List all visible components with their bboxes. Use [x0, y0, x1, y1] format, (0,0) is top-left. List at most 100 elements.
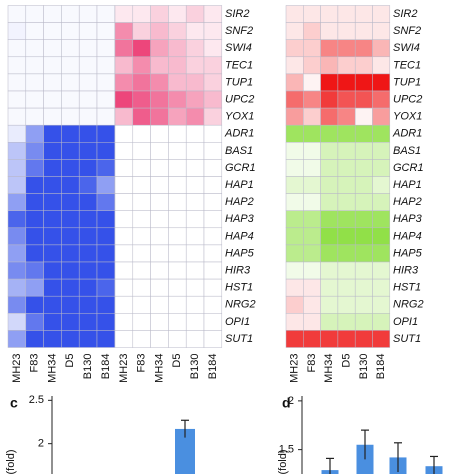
heatmap-cell — [285, 142, 304, 160]
heatmap-cell — [303, 56, 321, 75]
heatmap-cell — [43, 142, 62, 160]
heatmap-cell — [354, 39, 373, 58]
heatmap-cell — [320, 295, 339, 314]
heatmap-cell — [25, 295, 44, 314]
row-label: NRG2 — [393, 299, 424, 311]
heatmap-cell — [78, 39, 98, 58]
row-label: HAP4 — [225, 230, 254, 242]
row-label: SNF2 — [393, 25, 421, 37]
heatmap-cell — [114, 124, 134, 143]
heatmap-cell — [96, 56, 116, 75]
heatmap-cell — [25, 176, 44, 194]
heatmap-cell — [303, 261, 321, 280]
heatmap-cell — [150, 278, 169, 297]
heatmap-cell — [168, 176, 187, 194]
heatmap-cell — [372, 5, 391, 23]
panel-label: d — [282, 395, 291, 411]
heatmap-cell — [285, 107, 304, 126]
heatmap-cell — [96, 159, 116, 177]
y-tick-label: 2 — [288, 395, 294, 407]
heatmap-cell — [303, 159, 321, 177]
heatmap-cell — [303, 90, 321, 109]
heatmap-cell — [337, 56, 356, 75]
heatmap-cell — [185, 22, 205, 40]
heatmap-cell — [185, 90, 205, 109]
heatmap-cell — [203, 142, 223, 160]
heatmap-cell — [337, 159, 356, 177]
heatmap-cell — [168, 107, 187, 126]
heatmap-cell — [61, 142, 80, 160]
heatmap-cell — [203, 22, 223, 40]
heatmap-cell — [150, 210, 169, 229]
heatmap-cell — [337, 124, 356, 143]
heatmap-cell — [61, 193, 80, 211]
row-label: SWI4 — [225, 42, 252, 54]
heatmap-cell — [96, 142, 116, 160]
heatmap-cell — [354, 313, 373, 331]
heatmap-cell — [78, 159, 98, 177]
heatmap-cell — [354, 295, 373, 314]
heatmap-cell — [303, 5, 321, 23]
y-tick-label: 2.5 — [29, 394, 44, 406]
heatmap-cell — [25, 159, 44, 177]
heatmap-cell — [337, 22, 356, 40]
heatmap-cell — [168, 227, 187, 246]
heatmap-cell — [25, 210, 44, 229]
y-tick-label: 2 — [38, 438, 44, 450]
heatmap-cell — [78, 107, 98, 126]
heatmap-cell — [354, 90, 373, 109]
heatmap-cell — [43, 313, 62, 331]
heatmap-cell — [25, 193, 44, 211]
heatmap-cell — [372, 22, 391, 40]
row-label: GCR1 — [225, 162, 256, 174]
heatmap-cell — [168, 39, 187, 58]
heatmap-cell — [372, 176, 391, 194]
heatmap-cell — [203, 210, 223, 229]
heatmap-cell — [337, 330, 356, 348]
heatmap-cell — [61, 278, 80, 297]
heatmap-cell — [61, 107, 80, 126]
row-label: HAP5 — [393, 247, 423, 259]
heatmap-cell — [203, 193, 223, 211]
heatmap-cell — [7, 210, 27, 229]
heatmap-cell — [354, 176, 373, 194]
column-label: MH23 — [11, 354, 23, 383]
heatmap-cell — [372, 124, 391, 143]
row-label: UPC2 — [225, 93, 254, 105]
heatmap-cell — [303, 142, 321, 160]
heatmap-cell — [203, 107, 223, 126]
heatmap-cell — [96, 210, 116, 229]
row-label: HIR3 — [393, 264, 419, 276]
heatmap-cell — [203, 330, 223, 348]
heatmap-cell — [337, 313, 356, 331]
row-label: SUT1 — [393, 333, 421, 345]
heatmap-cell — [43, 295, 62, 314]
heatmap-cell — [354, 193, 373, 211]
heatmap-cell — [150, 22, 169, 40]
heatmap-cell — [150, 295, 169, 314]
heatmap-cell — [354, 56, 373, 75]
column-label: B184 — [207, 354, 219, 380]
column-label: MH34 — [46, 354, 58, 383]
heatmap-cell — [168, 5, 187, 23]
heatmap-cell — [337, 39, 356, 58]
heatmap-cell — [61, 261, 80, 280]
heatmap-cell — [114, 227, 134, 246]
row-label: HST1 — [225, 282, 253, 294]
heatmap-cell — [285, 56, 304, 75]
heatmap-cell — [372, 107, 391, 126]
heatmap-cell — [320, 56, 339, 75]
row-label: HAP2 — [393, 196, 422, 208]
heatmap-cell — [203, 278, 223, 297]
heatmap-cell — [185, 278, 205, 297]
row-label: HAP3 — [393, 213, 423, 225]
heatmap-cell — [25, 227, 44, 246]
heatmap-cell — [285, 5, 304, 23]
heatmap-cell — [150, 124, 169, 143]
heatmap-cell — [320, 107, 339, 126]
heatmap-cell — [114, 22, 134, 40]
heatmap-cell — [96, 124, 116, 143]
heatmap-cell — [114, 261, 134, 280]
heatmap-cell — [320, 278, 339, 297]
heatmap-cell — [372, 227, 391, 246]
